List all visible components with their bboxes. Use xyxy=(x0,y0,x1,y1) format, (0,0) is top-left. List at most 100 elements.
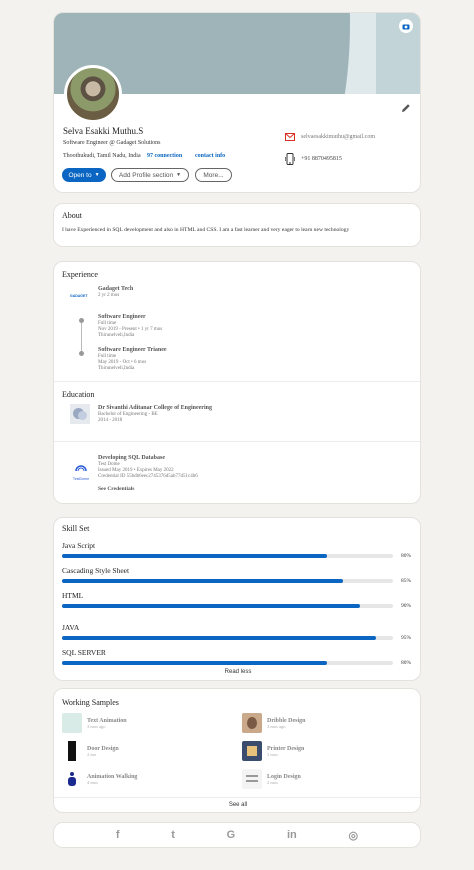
avatar[interactable] xyxy=(64,65,122,123)
facebook-icon[interactable]: f xyxy=(115,829,120,841)
experience-card: Experience GADAGET Gadaget Tech 2 yr 2 m… xyxy=(53,261,422,504)
skills-card: Skill Set Java Script 80% Cascading Style … xyxy=(53,517,421,681)
working-samples-card: Working Samples Text Animation 3 mos ago … xyxy=(53,688,422,813)
sample-title: Login Design xyxy=(267,773,301,780)
sample-item[interactable]: Text Animation 3 mos ago xyxy=(62,713,127,733)
read-less-link[interactable]: Read less xyxy=(224,669,252,675)
sample-item[interactable]: Animation Walking 4 mos xyxy=(62,769,137,789)
see-all-link[interactable]: See all xyxy=(228,802,248,808)
role-place: Thirunelveli,India xyxy=(98,366,135,371)
college-logo[interactable] xyxy=(70,404,90,424)
role-type: Full time xyxy=(98,321,117,326)
college-name[interactable]: Dr Sivanthi Aditanar College of Engineer… xyxy=(98,405,212,411)
connections-link[interactable]: 97 connection xyxy=(147,153,183,159)
skill-percent: 80% xyxy=(401,660,412,666)
dribble-design-thumbnail xyxy=(242,713,262,733)
skill-bar-fill xyxy=(62,636,377,640)
skill-label: HTML xyxy=(62,591,84,600)
skill-bar-fill xyxy=(62,579,344,583)
google-icon[interactable]: G xyxy=(226,829,236,841)
skill-percent: 80% xyxy=(401,553,412,559)
skill-percent: 85% xyxy=(401,578,412,584)
profile-location: Thoothukudi, Tamil Nadu, India xyxy=(63,153,141,159)
see-credentials-link[interactable]: See Credentials xyxy=(98,486,135,492)
timeline-line xyxy=(81,320,82,353)
role-dates: Nov 2019 - Present • 1 yr 7 mos xyxy=(98,327,163,332)
sample-sub: 3 mos xyxy=(267,751,278,757)
skill-label: JAVA xyxy=(62,623,80,632)
phone-icon xyxy=(285,153,295,165)
profile-headline: Software Engineer @ Gadaget Solutions xyxy=(63,140,161,146)
divider xyxy=(54,381,422,382)
walking-figure-thumbnail xyxy=(62,769,82,789)
about-text: I have Experienced in SQL development an… xyxy=(62,227,350,233)
phone-row[interactable]: +91 8870495815 xyxy=(285,153,342,165)
role-dates: May 2019 - Oct • 6 mos xyxy=(98,360,147,365)
skill-label: SQL SERVER xyxy=(62,648,106,657)
sample-sub: 3 mos ago xyxy=(267,723,286,729)
text-animation-thumbnail xyxy=(62,713,82,733)
sample-item[interactable]: Printer Design 3 mos xyxy=(242,741,304,761)
skill-bar-track xyxy=(62,636,393,640)
skill-bar-fill xyxy=(62,554,327,558)
sample-sub: 2 mo xyxy=(87,751,97,757)
linkedin-icon[interactable]: in xyxy=(286,829,297,841)
caret-down-icon: ▼ xyxy=(176,172,182,178)
gmail-icon xyxy=(285,133,295,141)
profile-name: Selva Esakki Muthu.S xyxy=(63,126,144,136)
role-type: Full time xyxy=(98,354,117,359)
skill-bar-track xyxy=(62,579,393,583)
skill-bar-fill xyxy=(62,604,360,608)
skill-bar-fill xyxy=(62,661,327,665)
timeline-dot xyxy=(79,351,84,356)
edit-pencil-icon[interactable] xyxy=(401,100,411,118)
open-to-button[interactable]: Open to ▼ xyxy=(62,168,106,182)
sample-item[interactable]: Dribble Design 3 mos ago xyxy=(242,713,306,733)
twitter-icon[interactable]: t xyxy=(171,829,175,841)
company-duration: 2 yr 2 mos xyxy=(98,293,120,298)
divider xyxy=(54,797,422,798)
skill-bar-track xyxy=(62,604,393,608)
phone-text: +91 8870495815 xyxy=(301,156,342,162)
email-row[interactable]: selvaesakkimuthu@gmail.com xyxy=(285,133,375,141)
instagram-icon[interactable]: ◎ xyxy=(348,829,359,842)
social-links-card: f t G in ◎ xyxy=(53,822,421,848)
sample-title: Door Design xyxy=(87,745,119,752)
skill-percent: 90% xyxy=(401,603,412,609)
skill-label: Java Script xyxy=(62,541,96,550)
skills-title: Skill Set xyxy=(62,524,90,533)
sample-title: Printer Design xyxy=(267,745,305,752)
camera-icon[interactable] xyxy=(399,19,413,33)
education-years: 2014 - 2018 xyxy=(98,418,123,423)
open-to-label: Open to xyxy=(68,171,92,179)
add-profile-section-button[interactable]: Add Profile section ▼ xyxy=(111,168,189,182)
sample-item[interactable]: Door Design 2 mo xyxy=(62,741,119,761)
company-name[interactable]: Gadaget Tech xyxy=(98,286,134,292)
certification-issued: Issued May 2019 • Expires May 2022 xyxy=(98,468,174,473)
door-design-thumbnail xyxy=(62,741,82,761)
login-design-thumbnail xyxy=(242,769,262,789)
sample-title: Text Animation xyxy=(87,717,127,724)
role-title: Software Engineer xyxy=(98,314,146,320)
contact-info-link[interactable]: contact info xyxy=(195,153,226,159)
sample-title: Dribble Design xyxy=(267,717,306,724)
credential-id: Credential ID 55bdb6eec2745376d5ab77d51c… xyxy=(98,474,198,479)
testdome-logo[interactable]: TestDome xyxy=(70,459,92,481)
caret-down-icon: ▼ xyxy=(94,172,100,178)
sample-sub: 3 mos ago xyxy=(87,723,106,729)
certification-name[interactable]: Developing SQL Database xyxy=(98,455,166,461)
divider xyxy=(54,441,422,442)
role-title: Software Engineer Trianee xyxy=(98,347,167,353)
profile-card: Selva Esakki Muthu.S Software Engineer @… xyxy=(53,12,421,193)
company-logo[interactable]: GADAGET xyxy=(70,294,88,298)
certification-issuer: Test Dome xyxy=(98,462,120,467)
experience-title: Experience xyxy=(62,270,98,279)
more-button[interactable]: More... xyxy=(195,168,232,182)
printer-design-thumbnail xyxy=(242,741,262,761)
email-text: selvaesakkimuthu@gmail.com xyxy=(301,134,376,140)
testdome-logo-text: TestDome xyxy=(72,477,90,481)
samples-title: Working Samples xyxy=(62,698,119,707)
skill-bar-track xyxy=(62,554,393,558)
sample-item[interactable]: Login Design 2 mos xyxy=(242,769,301,789)
timeline-dot xyxy=(79,318,84,323)
